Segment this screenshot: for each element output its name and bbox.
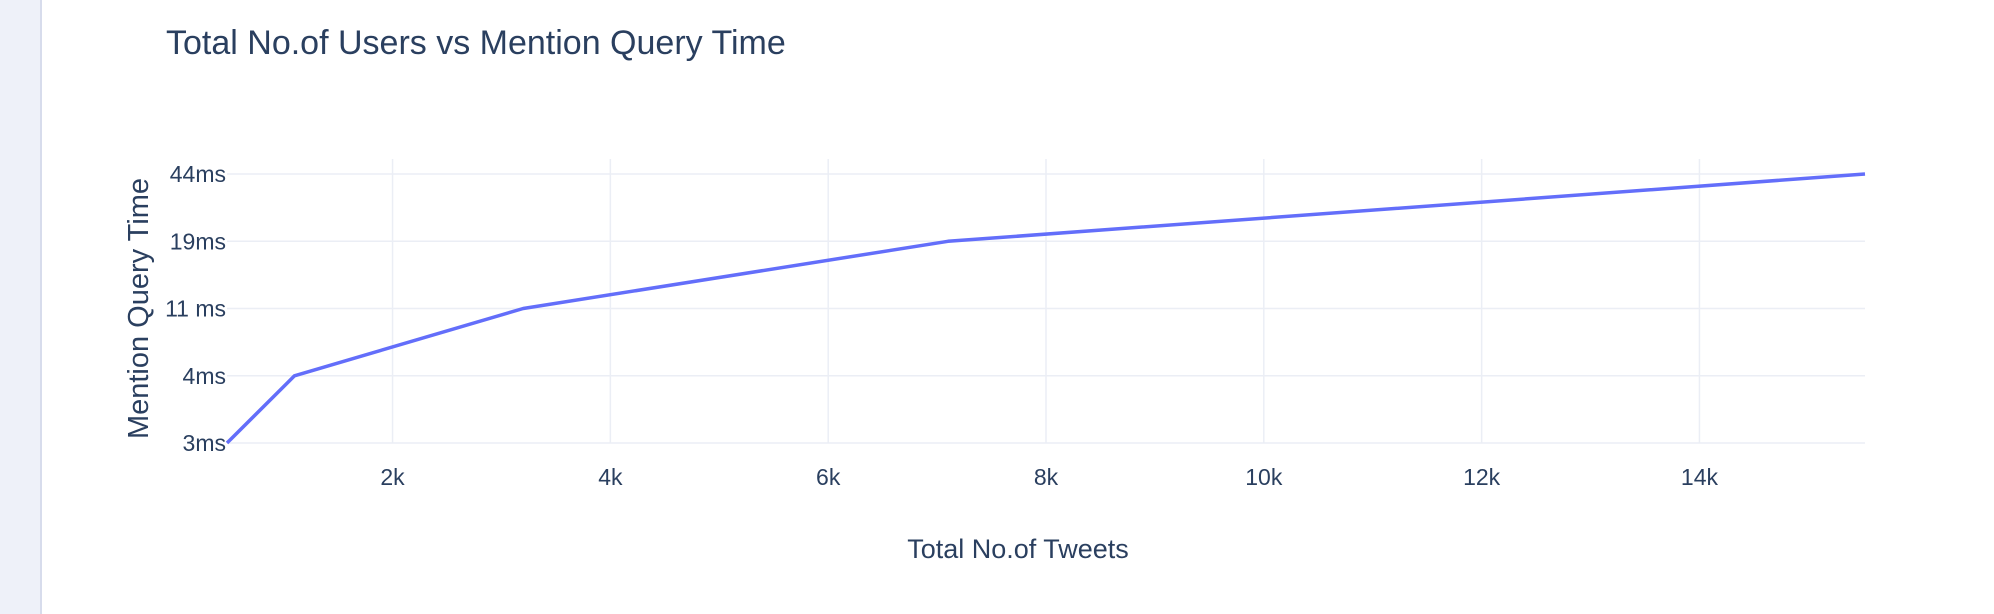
chart-title: Total No.of Users vs Mention Query Time (166, 24, 786, 62)
x-tick-label: 6k (816, 464, 841, 490)
left-sidebar-strip (0, 0, 42, 614)
chart-container: Total No.of Users vs Mention Query Time … (42, 0, 1994, 614)
x-tick-label: 10k (1245, 464, 1283, 490)
x-tick-label: 12k (1463, 464, 1501, 490)
x-axis-title: Total No.of Tweets (907, 534, 1129, 564)
y-axis-title: Mention Query Time (123, 178, 155, 439)
x-tick-label: 14k (1681, 464, 1719, 490)
series-line[interactable] (225, 172, 1866, 445)
series-layer (225, 172, 1866, 445)
x-tick-label: 4k (598, 464, 623, 490)
y-tick-label: 19ms (170, 228, 226, 254)
x-tick-label: 8k (1034, 464, 1059, 490)
x-tick-labels: 2k 4k 6k 8k 10k 12k 14k (380, 464, 1718, 490)
y-gridlines (227, 173, 1865, 444)
y-tick-label: 3ms (183, 430, 226, 456)
plot-area[interactable]: 2k 4k 6k 8k 10k 12k 14k 3ms 4ms 11 ms 19ms 44ms Me… (42, 0, 1994, 614)
y-tick-label: 4ms (183, 363, 226, 389)
y-tick-labels: 3ms 4ms 11 ms 19ms 44ms (165, 161, 226, 456)
y-tick-label: 44ms (170, 161, 226, 187)
y-tick-label: 11 ms (165, 296, 226, 322)
x-tick-label: 2k (380, 464, 405, 490)
x-gridlines (391, 159, 1701, 443)
